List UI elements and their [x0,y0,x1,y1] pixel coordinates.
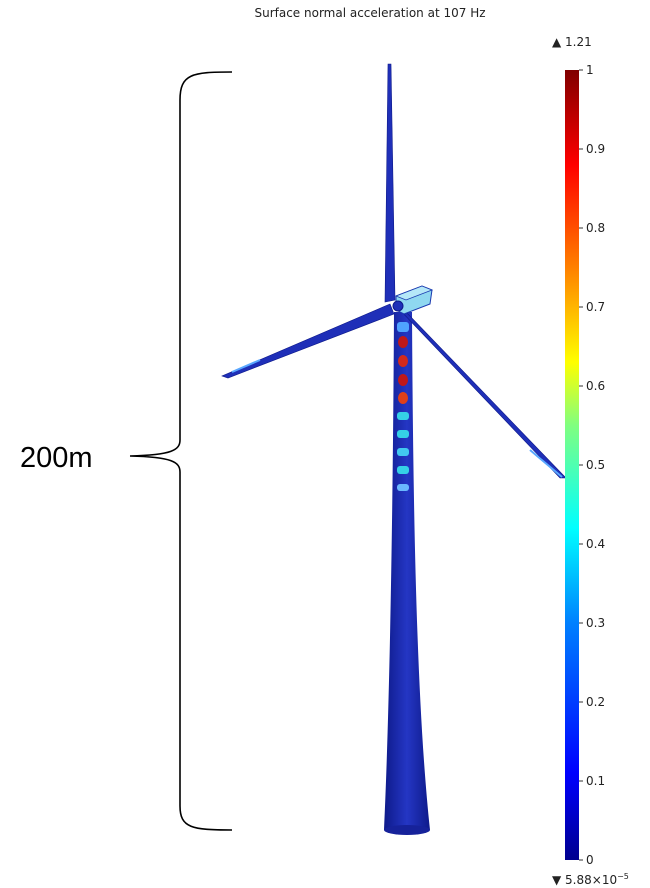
tower [384,312,430,830]
colorbar-tick-label: 0.5 [586,458,605,472]
nacelle [392,285,434,315]
colorbar-max-marker: ▲ 1.21 [552,35,592,49]
colorbar-tick-label: 0.8 [586,221,605,235]
dimension-label: 200m [20,442,93,474]
colorbar-min-marker: ▼ 5.88×10−5 [552,872,629,887]
colorbar-tick-label: 0.9 [586,142,605,156]
colorbar [565,70,579,860]
colorbar-tick-label: 0.2 [586,695,605,709]
colorbar-tick-label: 1 [586,63,594,77]
colorbar-tick-label: 0.7 [586,300,605,314]
colorbar-tick-label: 0.4 [586,537,605,551]
colorbar-ticks: 1 0.9 0.8 0.7 0.6 0.5 0.4 0.3 0.2 0.1 0 [579,63,605,867]
blade-upper [384,63,396,303]
plot-title: Surface normal acceleration at 107 Hz [254,6,486,20]
colorbar-tick-label: 0.6 [586,379,605,393]
colorbar-tick-label: 0.3 [586,616,605,630]
dimension-bracket [129,71,233,831]
tower-hotspots [397,322,409,491]
blade-right [397,307,567,479]
colorbar-tick-label: 0 [586,853,594,867]
tower-base [384,825,430,835]
colorbar-tick-label: 0.1 [586,774,605,788]
blade-left [221,303,395,379]
